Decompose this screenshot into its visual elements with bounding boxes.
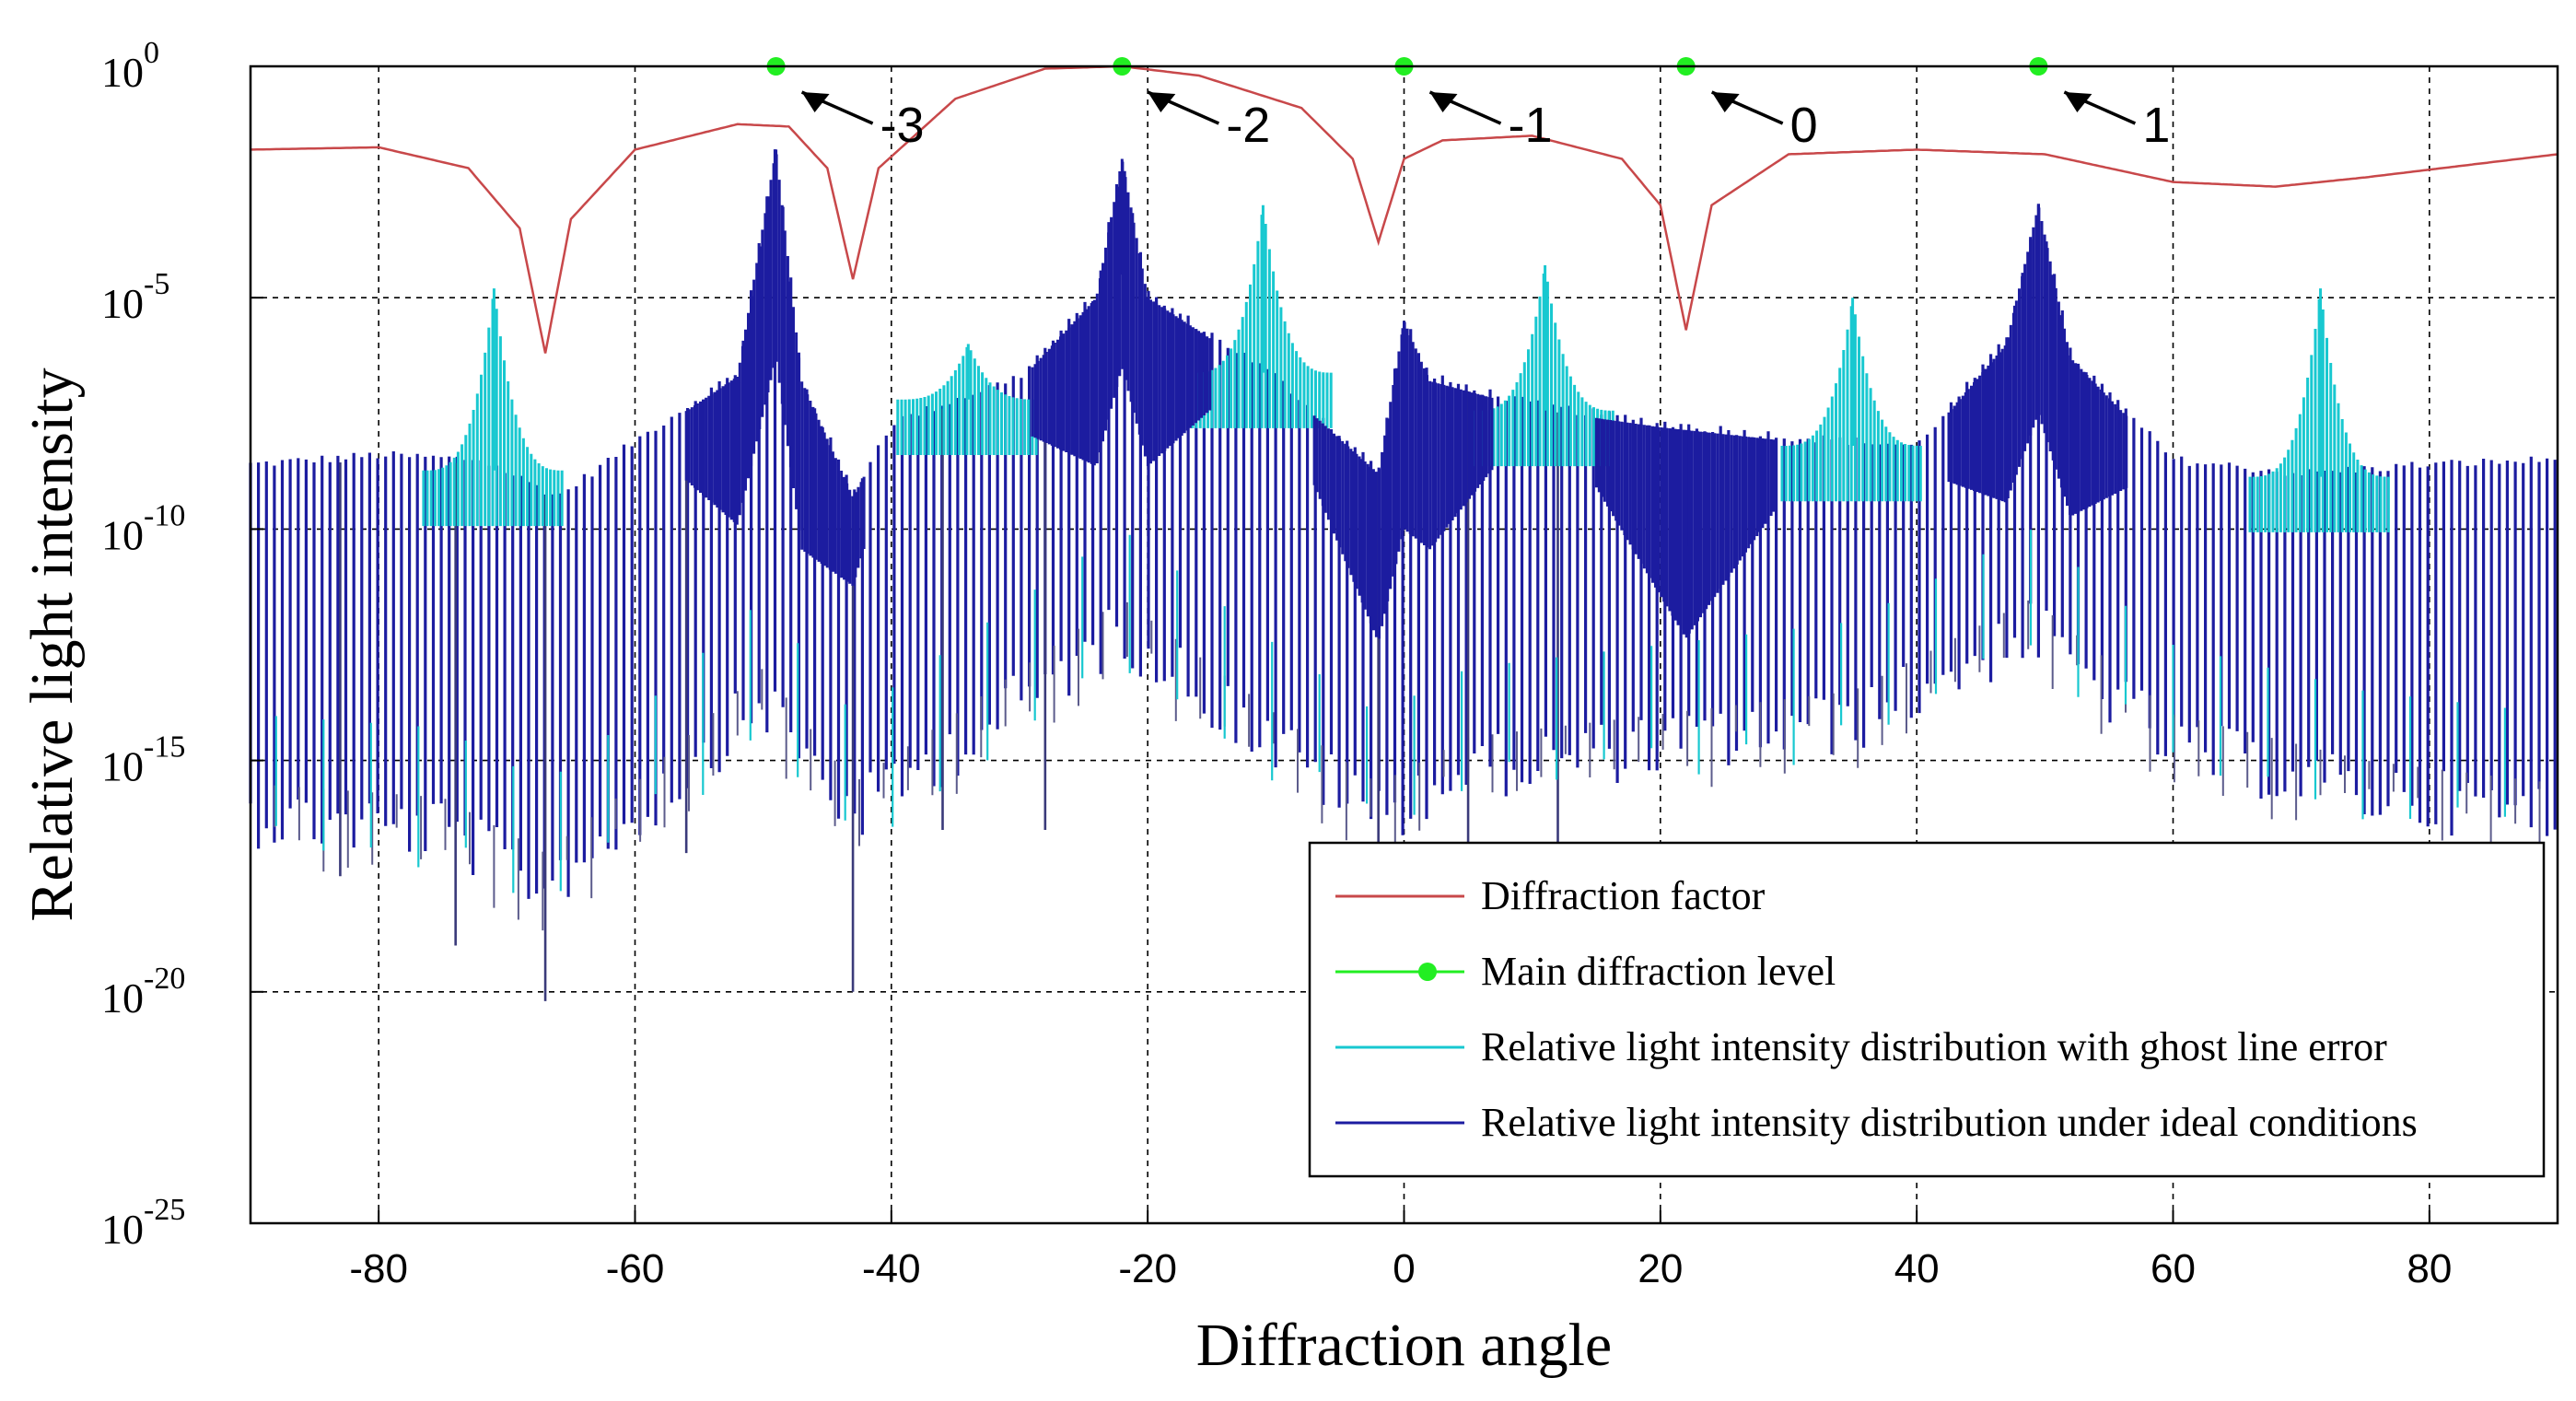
order-label: -3 <box>880 98 925 153</box>
ghost-lower-lines <box>274 530 2506 893</box>
x-tick-label: 40 <box>1894 1246 1940 1291</box>
ghost-peak <box>422 298 564 527</box>
x-tick-label: 20 <box>1638 1246 1683 1291</box>
y-tick-exponent: -25 <box>144 1193 185 1227</box>
legend-marker <box>1418 963 1437 981</box>
ideal-main-order-cusp <box>1947 207 2128 516</box>
y-tick-exponent: -10 <box>144 498 185 532</box>
ideal-series-top <box>684 149 2128 639</box>
annotation-arrowhead <box>801 92 830 112</box>
diffraction-factor-line <box>251 64 2559 354</box>
legend-label: Main diffraction level <box>1481 949 1836 994</box>
annotation-arrowhead <box>1429 92 1458 112</box>
legend-box <box>1308 841 2546 1178</box>
ghost-peak <box>1780 306 1922 502</box>
order-label: -1 <box>1509 98 1553 153</box>
annotation-arrowhead <box>1148 92 1176 112</box>
legend-label: Relative light intensity distribution wi… <box>1481 1024 2387 1069</box>
legend-label: Relative light intensity distribution un… <box>1481 1100 2418 1145</box>
annotation-arrowhead <box>2064 92 2092 112</box>
x-tick-label: 0 <box>1393 1246 1415 1291</box>
x-axis-ticks: -80 -60 -40 -20 0 20 40 60 80 <box>349 1210 2452 1291</box>
ideal-main-order-cusp <box>1594 417 1776 638</box>
ghost-peak <box>2248 298 2390 532</box>
y-tick-exponent: -20 <box>144 962 185 996</box>
ghost-peak <box>896 346 1038 455</box>
ideal-main-order-cusp <box>1312 321 1494 639</box>
x-tick-label: -60 <box>606 1246 665 1291</box>
y-tick-label: 100 <box>101 36 159 96</box>
order-label: -2 <box>1226 98 1270 153</box>
annotation-arrowhead <box>1711 92 1740 112</box>
order-label: 0 <box>1790 98 1818 153</box>
x-axis-label: Diffraction angle <box>1196 1312 1612 1379</box>
order-annotations: -3 -2 -1 0 1 <box>800 90 2170 153</box>
ideal-main-order-cusp <box>1031 161 1212 466</box>
ideal-main-order-cusp <box>684 154 866 586</box>
x-tick-label: 60 <box>2151 1246 2196 1291</box>
y-tick-exponent: -5 <box>144 267 169 301</box>
y-tick-label: 10-20 <box>101 962 185 1022</box>
y-tick-exponent: -15 <box>144 730 185 765</box>
order-label: 1 <box>2142 98 2170 153</box>
y-tick-exponent: 0 <box>144 36 159 70</box>
legend-label: Diffraction factor <box>1481 873 1766 918</box>
x-tick-label: -20 <box>1118 1246 1177 1291</box>
y-axis-label: Relative light intensity <box>18 368 86 921</box>
legend: Diffraction factor Main diffraction level… <box>1308 841 2546 1178</box>
x-tick-label: 80 <box>2407 1246 2452 1291</box>
x-tick-label: -80 <box>349 1246 408 1291</box>
x-tick-label: -40 <box>862 1246 921 1291</box>
